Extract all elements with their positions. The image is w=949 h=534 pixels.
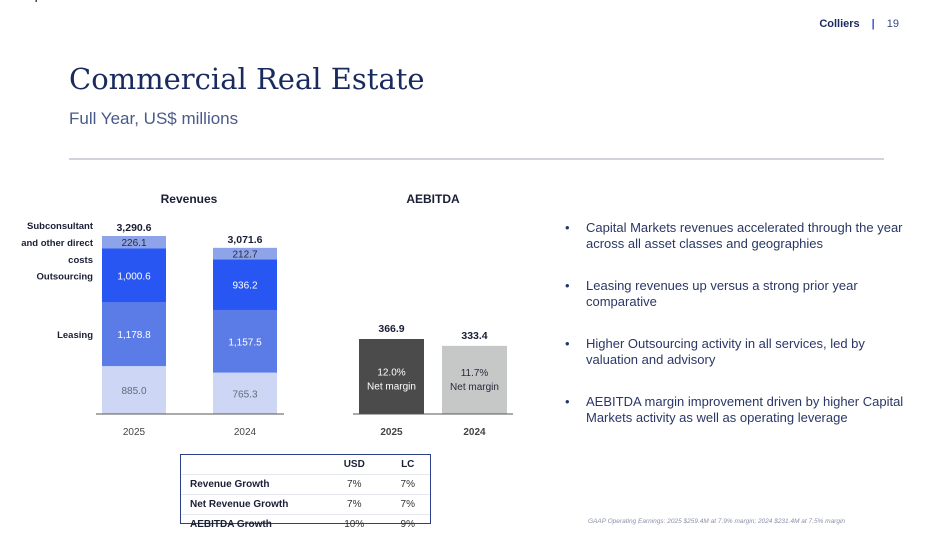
table-row: AEBITDA Growth 10% 9% — [181, 514, 430, 534]
header-usd: USD — [343, 459, 365, 470]
series-label: and other direct — [21, 238, 94, 249]
lc-value: 7% — [400, 499, 415, 510]
revenue-bar-capital-markets — [102, 366, 166, 414]
footnote: GAAP Operating Earnings: 2025 $259.4M at… — [588, 518, 846, 525]
bullet-item: • Higher Outsourcing activity in all serv… — [565, 336, 865, 367]
header-blank — [181, 455, 323, 475]
revenue-segment-label: 1,157.5 — [228, 337, 262, 348]
aebitda-category-label: 2025 — [380, 427, 403, 438]
row-label: AEBITDA Growth — [190, 519, 272, 530]
title-divider — [69, 158, 884, 160]
lc-value: 7% — [400, 479, 415, 490]
brand-logo: Colliers — [819, 18, 860, 30]
revenue-bar-subconsultant — [102, 236, 166, 249]
bullet-dot-icon: • — [565, 278, 570, 293]
lc-value: 9% — [400, 519, 415, 530]
revenue-total-label: 3,071.6 — [227, 234, 262, 246]
row-label: Revenue Growth — [190, 479, 270, 490]
bullet-dot-icon: • — [565, 220, 570, 235]
growth-table-header: USD LC — [181, 455, 430, 475]
series-label: Subconsultant — [27, 221, 94, 232]
aebitda-margin-caption: Net margin — [367, 382, 416, 393]
commentary-list: • Capital Markets revenues accelerated th… — [565, 220, 910, 452]
header-lc: LC — [401, 459, 415, 470]
revenue-segment-label: 765.3 — [232, 389, 257, 400]
revenue-bar-leasing — [213, 309, 277, 373]
aebitda-margin-label: 11.7% — [461, 368, 489, 379]
revenues-chart-title: Revenues — [161, 192, 218, 206]
header-separator: | — [871, 18, 875, 30]
page-number: 19 — [886, 18, 899, 30]
revenue-category-label: 2025 — [123, 427, 146, 438]
table-row: Revenue Growth 7% 7% — [181, 474, 430, 495]
series-label: Capital Markets — [23, 0, 93, 3]
growth-table: USD LC Revenue Growth 7% 7% Net Revenue … — [180, 454, 431, 530]
aebitda-margin-caption: Net margin — [450, 382, 499, 393]
aebitda-value-label: 333.4 — [461, 330, 487, 342]
header: Colliers | 19 — [819, 18, 899, 30]
page-subtitle: Full Year, US$ millions — [69, 109, 239, 128]
page-title: Commercial Real Estate — [69, 62, 425, 96]
usd-value: 7% — [347, 499, 362, 510]
revenue-bar-outsourcing — [213, 259, 277, 310]
bullet-dot-icon: • — [565, 336, 570, 351]
bullet-item: • AEBITDA margin improvement driven by hi… — [565, 394, 904, 425]
row-label: Net Revenue Growth — [190, 499, 289, 510]
series-label: Outsourcing — [37, 271, 94, 282]
revenue-segment-label: 212.7 — [232, 250, 257, 261]
revenue-total-label: 3,290.6 — [116, 222, 151, 234]
series-label: Leasing — [57, 330, 93, 341]
usd-value: 7% — [347, 479, 362, 490]
revenue-bar-subconsultant — [213, 247, 277, 260]
aebitda-bar — [442, 345, 507, 414]
aebitda-category-label: 2024 — [463, 427, 486, 438]
revenue-segment-label: 1,178.8 — [117, 330, 151, 341]
revenue-bar-leasing — [102, 302, 166, 367]
revenue-segment-label: 1,000.6 — [117, 271, 151, 282]
aebitda-chart-title: AEBITDA — [406, 192, 460, 206]
revenue-segment-label: 936.2 — [232, 281, 257, 292]
revenue-bar-outsourcing — [102, 248, 166, 303]
table-row: Net Revenue Growth 7% 7% — [181, 494, 430, 515]
revenue-segment-label: 885.0 — [121, 386, 146, 397]
aebitda-value-label: 366.9 — [378, 323, 404, 335]
aebitda-margin-label: 12.0% — [377, 368, 405, 379]
usd-value: 10% — [344, 519, 365, 530]
series-label: costs — [68, 255, 93, 266]
bullet-item: • Leasing revenues up versus a strong pri… — [565, 278, 858, 309]
bullet-item: • Capital Markets revenues accelerated th… — [565, 220, 903, 251]
revenue-category-label: 2024 — [234, 427, 257, 438]
bullet-dot-icon: • — [565, 394, 570, 409]
revenue-segment-label: 226.1 — [121, 238, 146, 249]
revenue-bar-capital-markets — [213, 372, 277, 414]
aebitda-bar — [359, 339, 424, 414]
